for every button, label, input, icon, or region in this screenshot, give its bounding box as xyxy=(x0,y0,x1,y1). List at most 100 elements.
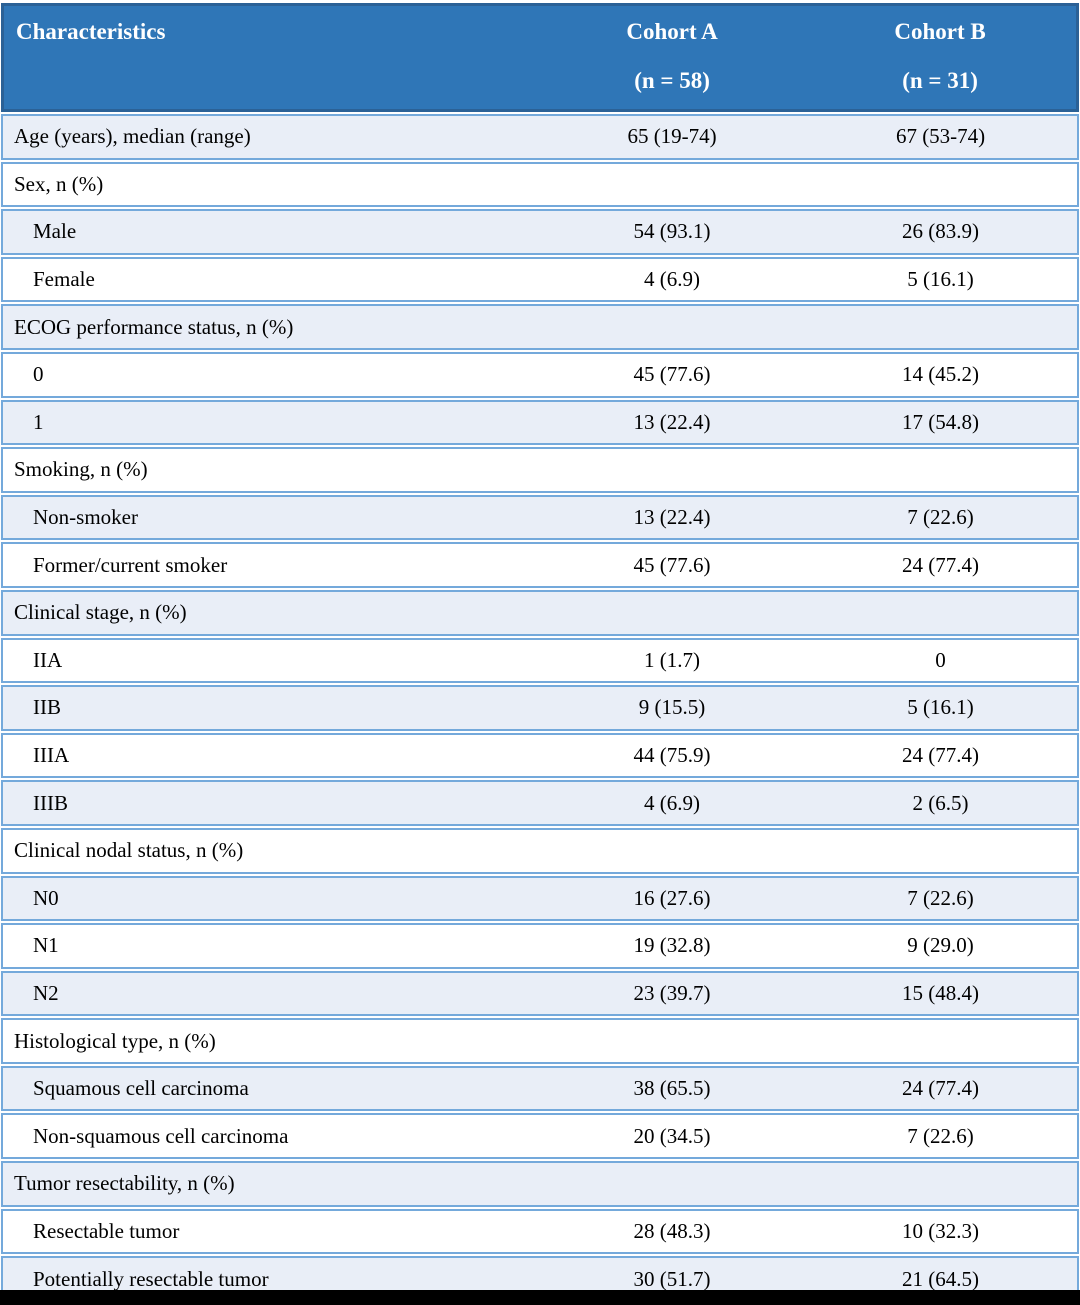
cohort-b-value: 5 (16.1) xyxy=(804,685,1079,731)
cohort-a-value: 16 (27.6) xyxy=(540,875,805,922)
cohort-a-value: 4 (6.9) xyxy=(540,780,805,826)
section-row: Clinical nodal status, n (%) xyxy=(1,827,1079,874)
row-label: Age (years), median (range) xyxy=(1,114,540,160)
row-label: Non-squamous cell carcinoma xyxy=(1,1113,540,1160)
table-row: 0 45 (77.6) 14 (45.2) xyxy=(1,351,1079,398)
section-row: Smoking, n (%) xyxy=(1,447,1079,493)
row-label: Clinical nodal status, n (%) xyxy=(1,827,540,874)
header-cohort-a: Cohort A (n = 58) xyxy=(540,3,805,112)
row-label: N2 xyxy=(1,970,540,1017)
header-cohort-b-title: Cohort B xyxy=(894,19,986,44)
cohort-a-value xyxy=(540,827,805,874)
cohort-a-value xyxy=(540,161,805,208)
cohort-b-value xyxy=(804,304,1079,350)
table-row: IIIA 44 (75.9) 24 (77.4) xyxy=(1,732,1079,779)
cohort-a-value: 65 (19-74) xyxy=(540,114,805,160)
cohort-b-value xyxy=(804,1018,1079,1064)
header-cohort-b: Cohort B (n = 31) xyxy=(804,3,1079,112)
section-row: Histological type, n (%) xyxy=(1,1018,1079,1064)
cohort-a-value: 9 (15.5) xyxy=(540,685,805,731)
bottom-black-bar xyxy=(0,1290,1080,1305)
row-label: Smoking, n (%) xyxy=(1,447,540,493)
cohort-a-value: 19 (32.8) xyxy=(540,923,805,969)
table-row: IIA 1 (1.7) 0 xyxy=(1,637,1079,684)
cohort-b-value: 0 xyxy=(804,637,1079,684)
row-label: IIIA xyxy=(1,732,540,779)
cohort-a-value: 45 (77.6) xyxy=(540,542,805,588)
cohort-b-value: 9 (29.0) xyxy=(804,923,1079,969)
cohort-a-value: 13 (22.4) xyxy=(540,399,805,446)
table-row: Non-smoker 13 (22.4) 7 (22.6) xyxy=(1,494,1079,541)
row-label: IIB xyxy=(1,685,540,731)
header-cohort-a-title: Cohort A xyxy=(626,19,718,44)
cohort-b-value xyxy=(804,447,1079,493)
cohort-a-value xyxy=(540,1161,805,1207)
cohort-b-value xyxy=(804,589,1079,636)
cohort-b-value: 24 (77.4) xyxy=(804,1065,1079,1112)
cohort-a-value: 4 (6.9) xyxy=(540,256,805,303)
table-row: Squamous cell carcinoma 38 (65.5) 24 (77.4… xyxy=(1,1065,1079,1112)
section-row: Tumor resectability, n (%) xyxy=(1,1161,1079,1207)
cohort-b-value xyxy=(804,827,1079,874)
row-label: Histological type, n (%) xyxy=(1,1018,540,1064)
cohort-a-value xyxy=(540,447,805,493)
row-label: N0 xyxy=(1,875,540,922)
section-row: Clinical stage, n (%) xyxy=(1,589,1079,636)
row-label: Clinical stage, n (%) xyxy=(1,589,540,636)
row-label: Female xyxy=(1,256,540,303)
cohort-b-value xyxy=(804,1161,1079,1207)
cohort-a-value xyxy=(540,1018,805,1064)
cohort-b-value: 24 (77.4) xyxy=(804,542,1079,588)
row-label: Former/current smoker xyxy=(1,542,540,588)
cohort-a-value: 13 (22.4) xyxy=(540,494,805,541)
cohort-a-value: 28 (48.3) xyxy=(540,1208,805,1255)
cohort-a-value: 38 (65.5) xyxy=(540,1065,805,1112)
table-row: Age (years), median (range) 65 (19-74) 67 … xyxy=(1,114,1079,160)
header-row: Characteristics Cohort A (n = 58) Cohort… xyxy=(1,3,1079,112)
section-row: ECOG performance status, n (%) xyxy=(1,304,1079,350)
row-label: 1 xyxy=(1,399,540,446)
cohort-b-value: 7 (22.6) xyxy=(804,875,1079,922)
header-cohort-a-n: (n = 58) xyxy=(634,68,710,93)
cohort-a-value: 1 (1.7) xyxy=(540,637,805,684)
table-row: Male 54 (93.1) 26 (83.9) xyxy=(1,209,1079,255)
cohort-b-value: 17 (54.8) xyxy=(804,399,1079,446)
section-row: Sex, n (%) xyxy=(1,161,1079,208)
table-row: Female 4 (6.9) 5 (16.1) xyxy=(1,256,1079,303)
row-label: Resectable tumor xyxy=(1,1208,540,1255)
cohort-b-value: 10 (32.3) xyxy=(804,1208,1079,1255)
row-label: Non-smoker xyxy=(1,494,540,541)
table-row: N1 19 (32.8) 9 (29.0) xyxy=(1,923,1079,969)
cohort-a-value: 44 (75.9) xyxy=(540,732,805,779)
row-label: Squamous cell carcinoma xyxy=(1,1065,540,1112)
cohort-b-value xyxy=(804,161,1079,208)
table-row: N0 16 (27.6) 7 (22.6) xyxy=(1,875,1079,922)
cohort-b-value: 15 (48.4) xyxy=(804,970,1079,1017)
table-row: IIIB 4 (6.9) 2 (6.5) xyxy=(1,780,1079,826)
table-row: N2 23 (39.7) 15 (48.4) xyxy=(1,970,1079,1017)
row-label: Male xyxy=(1,209,540,255)
cohort-b-value: 7 (22.6) xyxy=(804,1113,1079,1160)
row-label: Tumor resectability, n (%) xyxy=(1,1161,540,1207)
cohort-a-value xyxy=(540,304,805,350)
table-row: Non-squamous cell carcinoma 20 (34.5) 7 (2… xyxy=(1,1113,1079,1160)
table-header: Characteristics Cohort A (n = 58) Cohort… xyxy=(1,3,1079,112)
header-cohort-b-n: (n = 31) xyxy=(902,68,978,93)
row-label: Sex, n (%) xyxy=(1,161,540,208)
table-row: IIB 9 (15.5) 5 (16.1) xyxy=(1,685,1079,731)
cohort-b-value: 5 (16.1) xyxy=(804,256,1079,303)
table-row: Former/current smoker 45 (77.6) 24 (77.4) xyxy=(1,542,1079,588)
row-label: IIIB xyxy=(1,780,540,826)
table-row: 1 13 (22.4) 17 (54.8) xyxy=(1,399,1079,446)
cohort-b-value: 7 (22.6) xyxy=(804,494,1079,541)
cohort-b-value: 26 (83.9) xyxy=(804,209,1079,255)
cohort-a-value: 23 (39.7) xyxy=(540,970,805,1017)
row-label: 0 xyxy=(1,351,540,398)
table-row: Resectable tumor 28 (48.3) 10 (32.3) xyxy=(1,1208,1079,1255)
table-body: Age (years), median (range) 65 (19-74) 67 … xyxy=(1,114,1079,1302)
row-label: N1 xyxy=(1,923,540,969)
cohort-b-value: 14 (45.2) xyxy=(804,351,1079,398)
